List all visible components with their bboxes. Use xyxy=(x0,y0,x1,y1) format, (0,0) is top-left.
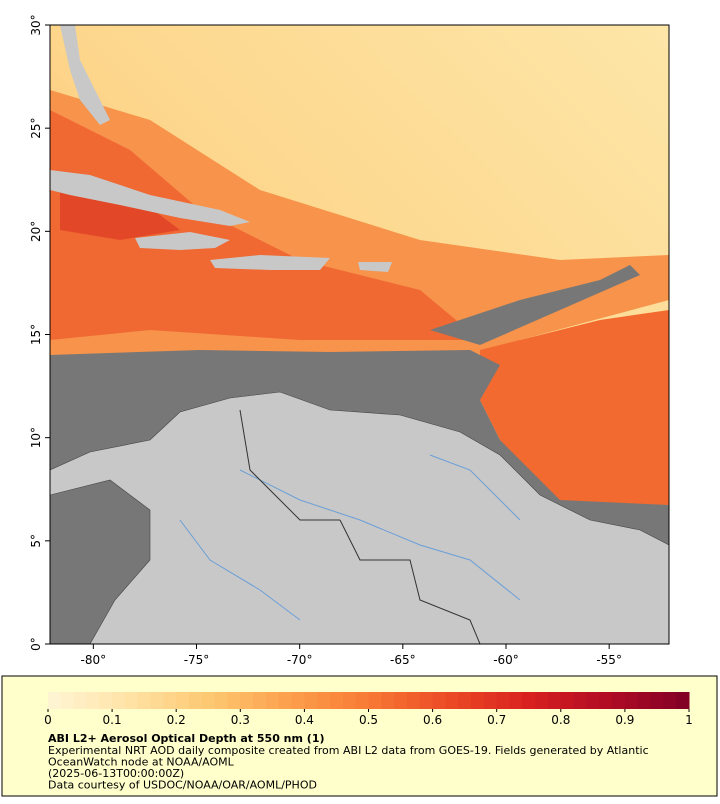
colorbar-cell xyxy=(624,692,639,709)
colorbar-cell xyxy=(471,692,485,709)
colorbar-cell xyxy=(48,692,62,709)
x-tick-label: -80° xyxy=(81,653,107,667)
y-tick-label: 0° xyxy=(29,637,43,651)
colorbar-cell xyxy=(560,692,575,709)
colorbar-cell xyxy=(150,692,164,709)
y-tick-label: 30° xyxy=(29,14,43,35)
colorbar-cell xyxy=(394,692,408,709)
colorbar-cell xyxy=(317,692,331,709)
colorbar-cell xyxy=(137,692,152,709)
colorbar-cell xyxy=(176,692,190,709)
colorbar-cell xyxy=(637,692,652,709)
colorbar-cell xyxy=(368,692,382,709)
colorbar-tick-label: 0.1 xyxy=(103,713,122,727)
colorbar-cell xyxy=(278,692,293,709)
colorbar-cell xyxy=(483,692,498,709)
colorbar-cell xyxy=(86,692,100,709)
x-tick-label: -70° xyxy=(287,653,313,667)
colorbar-cell xyxy=(573,692,587,709)
colorbar-cell xyxy=(214,692,228,709)
colorbar-cell xyxy=(330,692,344,709)
colorbar-tick-label: 0.4 xyxy=(295,713,314,727)
colorbar-cell xyxy=(599,692,613,709)
colorbar-cell xyxy=(265,692,280,709)
colorbar-cell xyxy=(73,692,87,709)
colorbar-cell xyxy=(547,692,562,709)
colorbar-cell xyxy=(227,692,241,709)
colorbar-tick-label: 1 xyxy=(685,713,693,727)
colorbar-cell xyxy=(458,692,472,709)
colorbar-cell xyxy=(291,692,305,709)
colorbar-cell xyxy=(676,692,690,709)
colorbar-cell xyxy=(419,692,434,709)
colorbar-cell xyxy=(406,692,421,709)
colorbar-tick-label: 0.9 xyxy=(615,713,634,727)
colorbar-tick-label: 0.2 xyxy=(167,713,186,727)
x-tick-label: -65° xyxy=(390,653,416,667)
colorbar-cell xyxy=(304,692,318,709)
colorbar-tick-label: 0.7 xyxy=(487,713,506,727)
colorbar-cell xyxy=(612,692,626,709)
colorbar-cell xyxy=(189,692,203,709)
colorbar-cell xyxy=(663,692,677,709)
y-tick-label: 25° xyxy=(29,118,43,139)
colorbar-tick-label: 0.3 xyxy=(231,713,250,727)
colorbar-cell xyxy=(253,692,267,709)
legend-title: ABI L2+ Aerosol Optical Depth at 550 nm … xyxy=(48,732,325,745)
y-tick-label: 10° xyxy=(29,427,43,448)
x-tick-label: -75° xyxy=(184,653,210,667)
legend-line: Experimental NRT AOD daily composite cre… xyxy=(48,744,649,757)
colorbar-tick-label: 0.8 xyxy=(551,713,570,727)
colorbar-cell xyxy=(342,692,357,709)
colorbar-cell xyxy=(496,692,511,709)
colorbar-cell xyxy=(355,692,369,709)
colorbar-tick-label: 0.5 xyxy=(359,713,378,727)
colorbar-tick-label: 0 xyxy=(44,713,52,727)
colorbar-cell xyxy=(163,692,177,709)
y-tick-label: 5° xyxy=(29,534,43,548)
colorbar-cell xyxy=(445,692,459,709)
colorbar-cell xyxy=(99,692,113,709)
x-tick-label: -60° xyxy=(493,653,519,667)
legend-line: (2025-06-13T00:00:00Z) xyxy=(48,767,184,780)
y-tick-label: 15° xyxy=(29,324,43,345)
colorbar-cell xyxy=(240,692,254,709)
x-tick-label: -55° xyxy=(596,653,622,667)
colorbar-cell xyxy=(60,692,75,709)
y-tick-label: 20° xyxy=(29,221,43,242)
legend-line: OceanWatch node at NOAA/AOML xyxy=(48,756,235,769)
colorbar-cell xyxy=(432,692,446,709)
colorbar-cell xyxy=(650,692,664,709)
colorbar-cell xyxy=(509,692,523,709)
map-image xyxy=(50,25,669,644)
colorbar-cell xyxy=(522,692,536,709)
colorbar-cell xyxy=(201,692,216,709)
colorbar-cell xyxy=(586,692,600,709)
colorbar-cell xyxy=(535,692,549,709)
colorbar-tick-label: 0.6 xyxy=(423,713,442,727)
colorbar-cell xyxy=(124,692,139,709)
legend-line: Data courtesy of USDOC/NOAA/OAR/AOML/PHO… xyxy=(48,779,317,792)
colorbar-cell xyxy=(381,692,395,709)
colorbar-cell xyxy=(112,692,126,709)
